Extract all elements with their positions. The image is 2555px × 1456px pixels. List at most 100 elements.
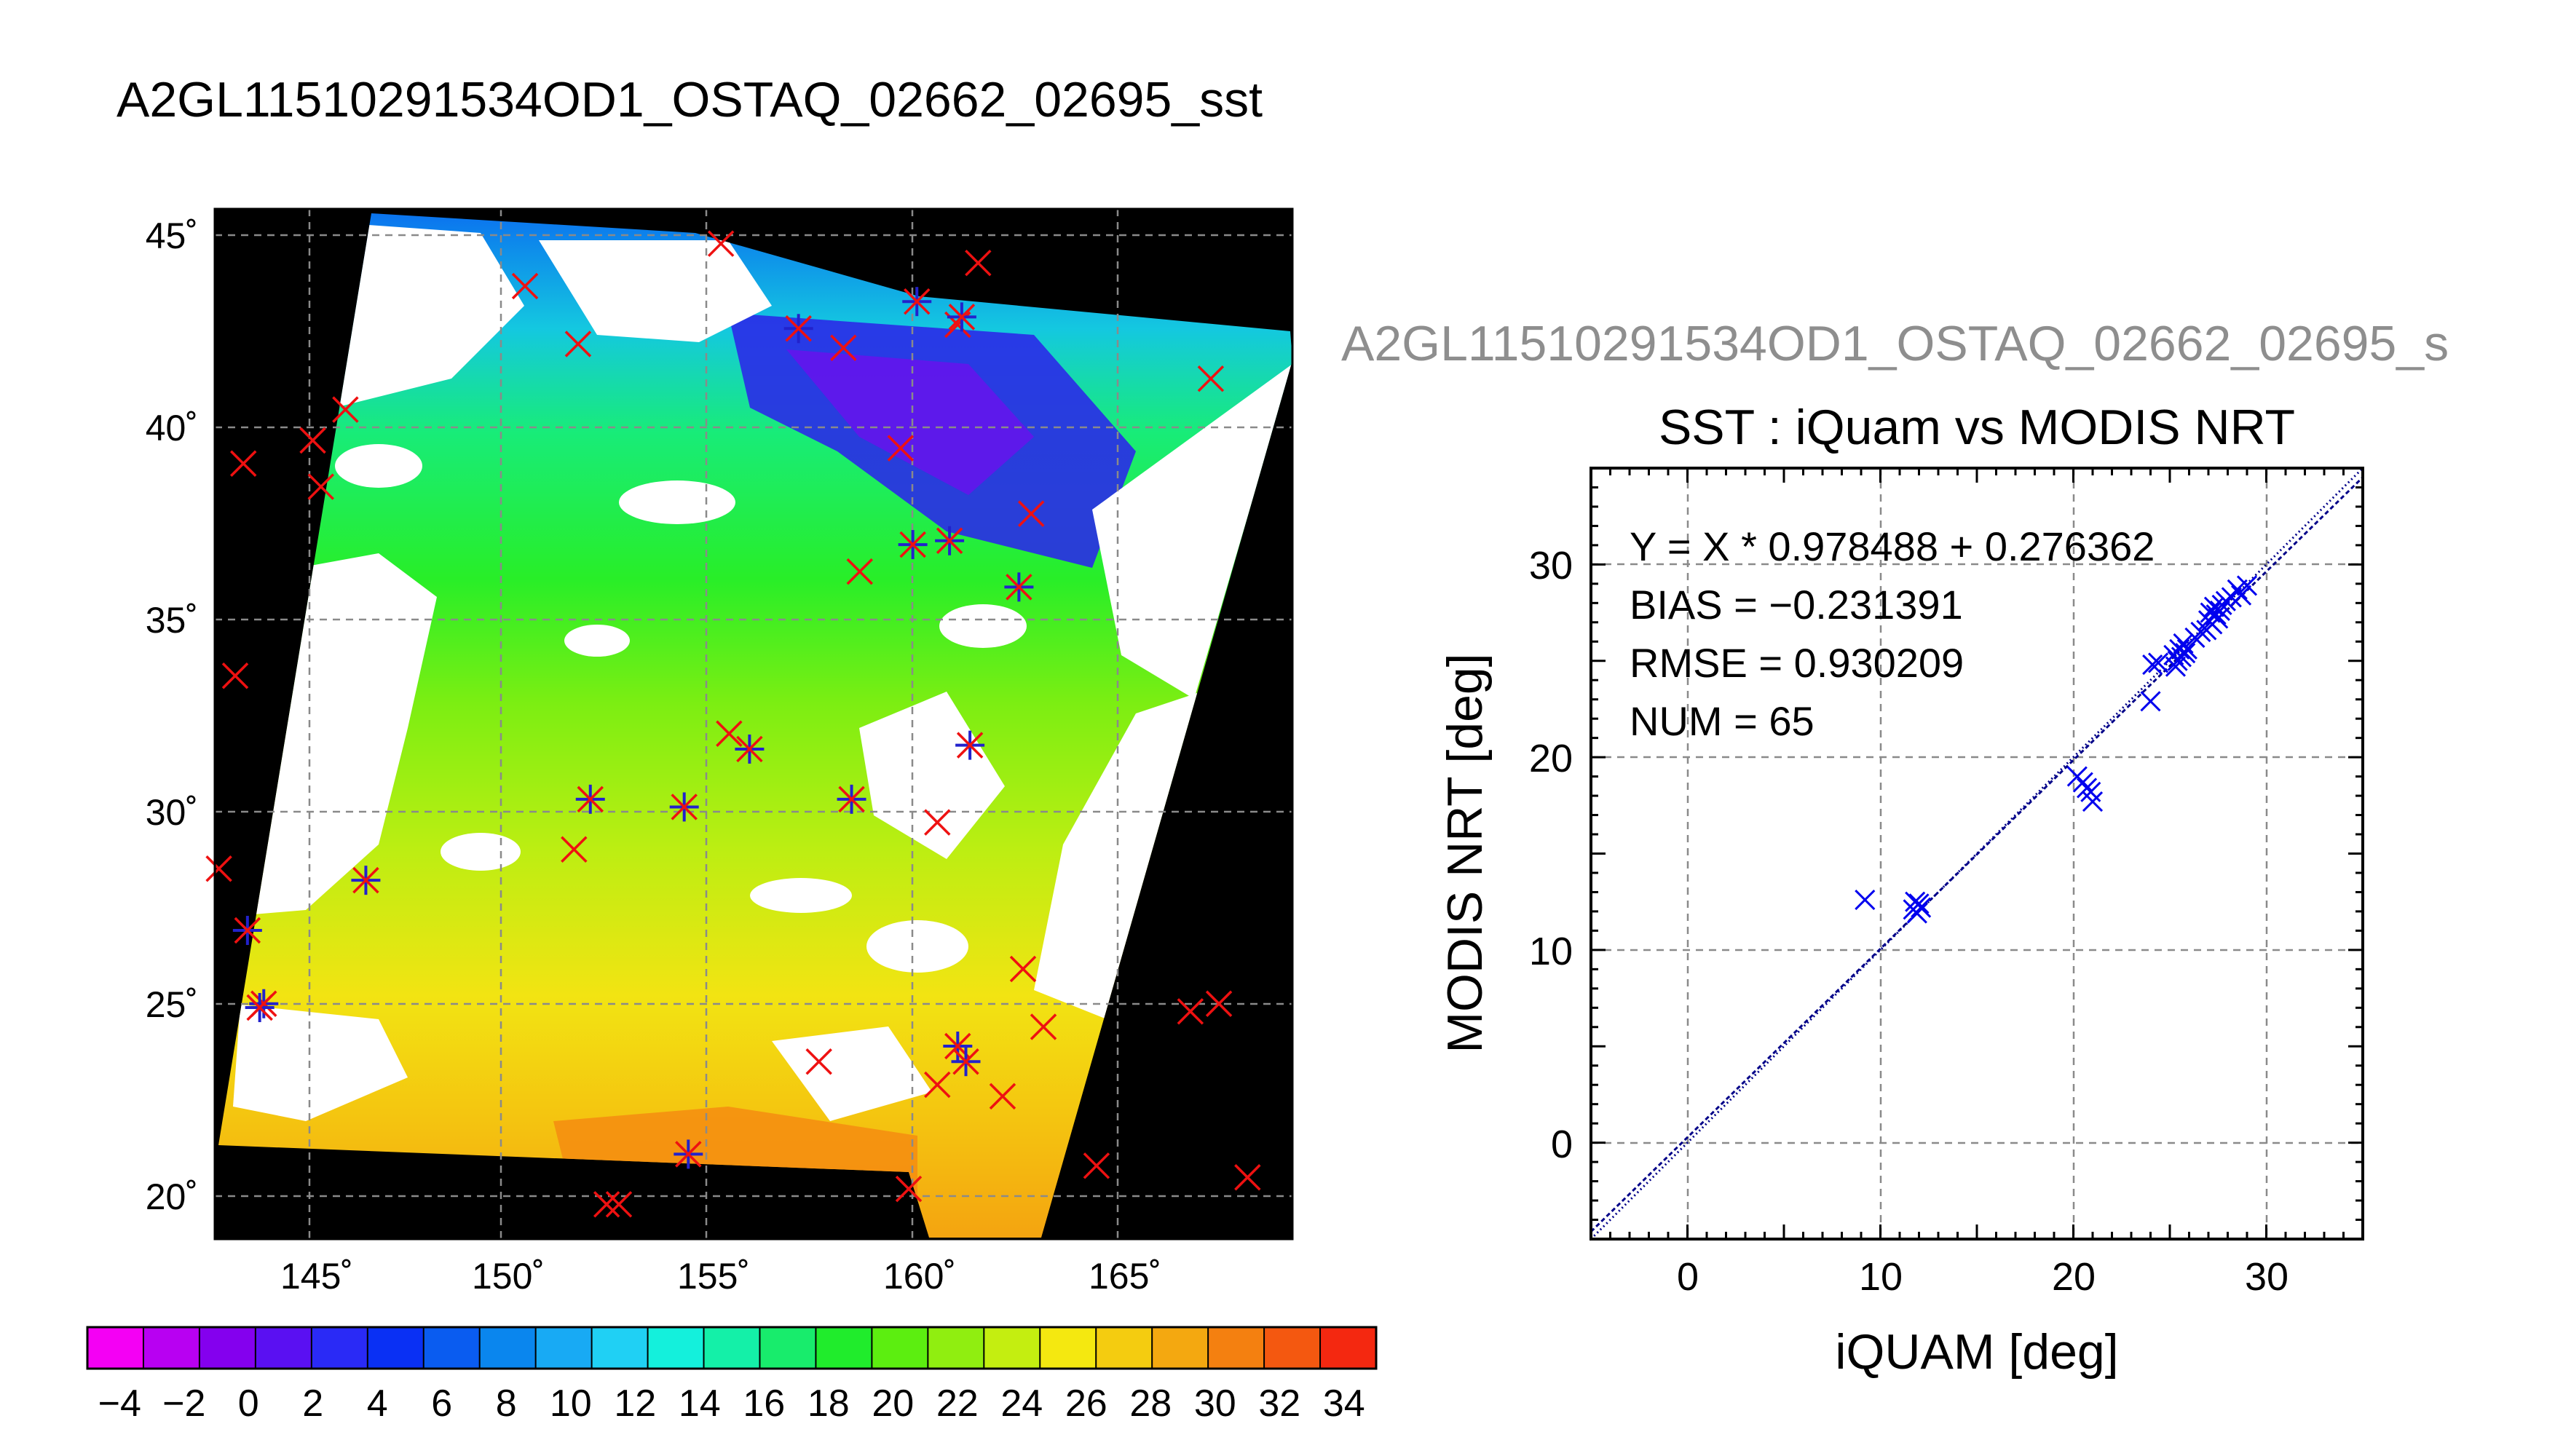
matchup-marker bbox=[1205, 990, 1233, 1017]
y-tick-label: 0 bbox=[1551, 1123, 1573, 1166]
colorbar-label: 26 bbox=[1065, 1382, 1107, 1425]
lon-label: 155˚ bbox=[677, 1256, 750, 1297]
scatter-point bbox=[1911, 897, 1932, 918]
colorbar-label: 20 bbox=[872, 1382, 914, 1425]
scatter-points bbox=[1855, 575, 2258, 924]
lon-label: 145˚ bbox=[280, 1256, 353, 1297]
lat-label: 30˚ bbox=[146, 792, 198, 833]
collocated-marker-cross bbox=[936, 527, 963, 555]
matchup-marker bbox=[1009, 955, 1037, 983]
scatter-y-ticks: 0 10 20 30 bbox=[1529, 544, 1573, 1166]
colorbar-cell bbox=[1319, 1326, 1378, 1369]
colorbar: −4 −2 0 2 4 6 8 10 12 14 16 18 20 22 24 26 28 30 32 34 bbox=[86, 1326, 1378, 1425]
collocated-marker bbox=[232, 916, 262, 946]
colorbar-label: 30 bbox=[1194, 1382, 1236, 1425]
rmse-stat: RMSE = 0.930209 bbox=[1630, 640, 1964, 686]
y-tick-label: 30 bbox=[1529, 544, 1573, 587]
matchup-marker bbox=[1017, 500, 1045, 527]
collocated-marker-cross bbox=[234, 917, 261, 944]
colorbar-cell bbox=[366, 1326, 425, 1369]
colorbar-frame bbox=[86, 1326, 1378, 1370]
scatter-minor-ticks bbox=[1590, 467, 2364, 1241]
matchup-marker bbox=[564, 331, 592, 357]
collocated-marker bbox=[947, 302, 976, 332]
bias-stat: BIAS = −0.231391 bbox=[1630, 582, 1963, 628]
lon-label: 165˚ bbox=[1089, 1256, 1161, 1297]
collocated-marker-cross bbox=[956, 732, 984, 759]
colorbar-label: 28 bbox=[1129, 1382, 1172, 1425]
matchup-marker bbox=[593, 1191, 620, 1218]
colorbar-label: 34 bbox=[1323, 1382, 1365, 1425]
scatter-point bbox=[2148, 652, 2169, 673]
colorbar-label: −2 bbox=[162, 1382, 205, 1425]
colorbar-label: 10 bbox=[550, 1382, 592, 1425]
matchup-marker bbox=[895, 1175, 923, 1203]
matchup-marker bbox=[1030, 1013, 1057, 1040]
scatter-ylabel: MODIS NRT [deg] bbox=[1437, 653, 1493, 1053]
matchup-marker bbox=[332, 396, 359, 423]
collocated-marker-cross bbox=[675, 1141, 702, 1168]
colorbar-label: 0 bbox=[238, 1382, 259, 1425]
colorbar-cell bbox=[1095, 1326, 1153, 1369]
map-frame bbox=[213, 207, 1294, 1241]
colorbar-cell bbox=[647, 1326, 706, 1369]
x-tick-label: 0 bbox=[1677, 1255, 1699, 1299]
collocated-marker bbox=[943, 1032, 973, 1061]
colorbar-cell bbox=[759, 1326, 817, 1369]
scatter-point bbox=[2203, 596, 2225, 617]
lon-label: 160˚ bbox=[883, 1256, 956, 1297]
colorbar-label: 12 bbox=[614, 1382, 656, 1425]
matchup-marker bbox=[924, 1071, 951, 1099]
colorbar-cell bbox=[1207, 1326, 1265, 1369]
lat-label: 40˚ bbox=[146, 408, 198, 448]
collocated-marker-cross bbox=[736, 735, 763, 763]
colorbar-cell bbox=[534, 1326, 593, 1369]
scatter-grid bbox=[1591, 468, 2363, 1239]
colorbar-cell bbox=[142, 1326, 201, 1369]
colorbar-cell bbox=[871, 1326, 929, 1369]
scatter-point bbox=[2230, 585, 2252, 606]
collocated-marker bbox=[837, 784, 866, 814]
y-tick-label: 20 bbox=[1529, 737, 1573, 780]
scatter-overlay-title: A2GL11510291534OD1_OSTAQ_02662_02695_s bbox=[1341, 316, 2449, 371]
collocated-marker-cross bbox=[1006, 574, 1032, 601]
colorbar-cells bbox=[87, 1326, 1378, 1369]
scatter-point bbox=[2165, 656, 2187, 677]
matchup-marker bbox=[805, 1048, 832, 1075]
colorbar-label: 32 bbox=[1258, 1382, 1300, 1425]
colorbar-cell bbox=[1151, 1326, 1209, 1369]
collocated-marker bbox=[351, 866, 381, 895]
scatter-point bbox=[2236, 575, 2258, 596]
x-tick-label: 30 bbox=[2245, 1255, 2289, 1299]
collocated-marker bbox=[245, 993, 275, 1023]
scatter-point bbox=[2175, 643, 2196, 664]
matchup-marker bbox=[605, 1191, 633, 1218]
matchup-marker bbox=[1177, 998, 1204, 1025]
scatter-panel: A2GL11510291534OD1_OSTAQ_02662_02695_s S… bbox=[1341, 316, 2449, 1380]
matchup-marker bbox=[887, 435, 915, 462]
colorbar-label: 2 bbox=[302, 1382, 323, 1425]
scatter-stats: Y = X * 0.978488 + 0.276362 BIAS = −0.23… bbox=[1630, 523, 2155, 744]
collocated-marker bbox=[575, 784, 605, 814]
collocated-marker-cross bbox=[838, 786, 865, 813]
matchup-marker bbox=[1197, 365, 1225, 392]
colorbar-cell bbox=[983, 1326, 1041, 1369]
collocated-marker bbox=[669, 792, 699, 822]
scatter-point bbox=[2208, 608, 2229, 629]
collocated-marker-cross bbox=[899, 531, 926, 558]
collocated-marker bbox=[1004, 572, 1034, 602]
colorbar-cell bbox=[815, 1326, 873, 1369]
lat-label: 25˚ bbox=[146, 984, 198, 1025]
matchup-marker bbox=[205, 855, 232, 882]
matchup-marker bbox=[830, 334, 857, 362]
scatter-point bbox=[1855, 889, 1876, 911]
colorbar-cell bbox=[422, 1326, 481, 1369]
colorbar-label: 18 bbox=[807, 1382, 850, 1425]
scatter-point bbox=[2169, 638, 2190, 660]
collocated-marker bbox=[902, 287, 932, 317]
collocated-marker-cross bbox=[246, 994, 273, 1021]
scatter-point bbox=[1908, 893, 1930, 914]
colorbar-label: 4 bbox=[367, 1382, 388, 1425]
scatter-title: SST : iQuam vs MODIS NRT bbox=[1659, 400, 2295, 455]
